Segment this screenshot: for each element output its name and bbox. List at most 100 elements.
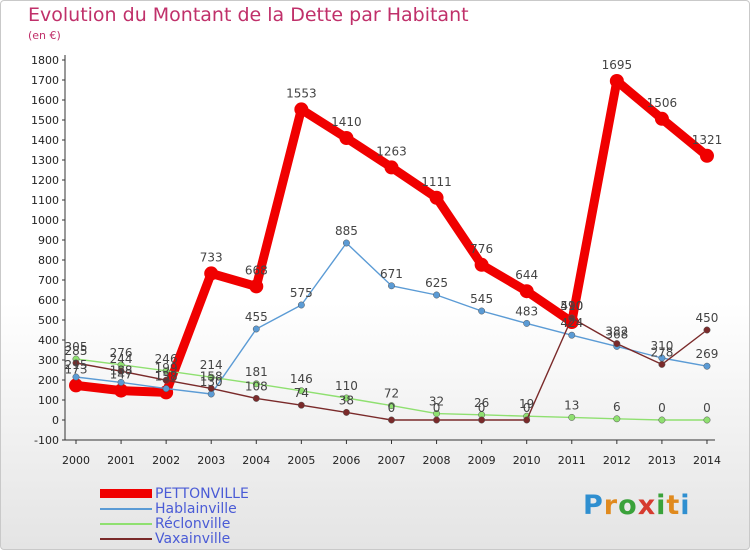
data-point (342, 239, 350, 247)
data-point (72, 373, 80, 381)
data-point (568, 314, 576, 322)
y-tick-label: 100 (38, 394, 59, 407)
data-point (207, 373, 215, 381)
data-label: 1506 (647, 96, 678, 110)
x-tick-label: 2009 (468, 454, 496, 467)
y-tick-label: 1100 (31, 194, 59, 207)
data-point (114, 383, 129, 398)
data-label: 0 (433, 401, 441, 415)
data-label: 215 (65, 358, 88, 372)
data-point (568, 331, 576, 339)
x-tick-label: 2001 (107, 454, 135, 467)
legend-item: Vaxainville (100, 530, 249, 547)
x-tick-label: 2014 (693, 454, 721, 467)
data-label: 138 (155, 369, 178, 383)
data-label: 173 (65, 362, 88, 376)
data-point (658, 360, 666, 368)
data-label: 32 (429, 395, 444, 409)
data-point (207, 384, 215, 392)
data-point (297, 387, 305, 395)
y-tick-label: 200 (38, 374, 59, 387)
data-label: 310 (650, 339, 673, 353)
x-tick-label: 2010 (513, 454, 541, 467)
data-label: 545 (470, 292, 493, 306)
data-point (204, 266, 219, 281)
data-label: 0 (523, 401, 531, 415)
data-label: 305 (65, 340, 88, 354)
data-point (117, 367, 125, 375)
data-point (703, 362, 711, 370)
data-label: 158 (200, 369, 223, 383)
data-label: 214 (200, 358, 223, 372)
data-label: 157 (155, 370, 178, 384)
data-label: 72 (384, 387, 399, 401)
data-label: 74 (294, 386, 309, 400)
data-label: 671 (380, 267, 403, 281)
data-label: 733 (200, 250, 223, 264)
data-label: 575 (290, 286, 313, 300)
data-label: 0 (388, 401, 396, 415)
data-label: 19 (519, 397, 534, 411)
data-label: 885 (335, 224, 358, 238)
legend-swatch (100, 522, 152, 525)
data-point (699, 148, 714, 163)
data-point (388, 282, 395, 290)
data-point (388, 416, 395, 424)
data-point (478, 307, 486, 315)
data-point (658, 416, 666, 424)
y-tick-label: 1800 (31, 54, 59, 67)
data-point (388, 402, 395, 410)
data-label: 276 (110, 346, 133, 360)
legend-swatch (100, 489, 152, 498)
data-label: 146 (290, 372, 313, 386)
data-label: 1410 (331, 115, 362, 129)
data-label: 490 (560, 299, 583, 313)
data-point (568, 413, 576, 421)
data-label: 1263 (376, 144, 407, 158)
legend-swatch (100, 537, 152, 540)
data-point (519, 284, 534, 299)
data-label: 108 (245, 379, 268, 393)
y-tick-label: 400 (38, 334, 59, 347)
data-label: 644 (515, 268, 538, 282)
data-point (162, 376, 170, 384)
chart-title: Evolution du Montant de la Dette par Hab… (28, 4, 469, 26)
y-tick-label: 700 (38, 274, 59, 287)
data-label: 110 (335, 379, 358, 393)
data-label: 483 (515, 304, 538, 318)
x-tick-label: 2003 (197, 454, 225, 467)
data-label: 668 (245, 263, 268, 277)
y-tick-label: 1300 (31, 154, 59, 167)
data-point (433, 416, 441, 424)
x-tick-label: 2011 (558, 454, 586, 467)
chart-legend: PETTONVILLE Hablainville Réclonville Vaxain… (100, 486, 249, 547)
data-label: 246 (155, 352, 178, 366)
x-tick-label: 2013 (648, 454, 676, 467)
data-label: 269 (696, 347, 719, 361)
y-tick-label: 0 (52, 414, 59, 427)
data-point (252, 394, 260, 402)
data-label: 0 (658, 401, 666, 415)
y-tick-label: 1500 (31, 114, 59, 127)
chart-unit-label: (en €) (28, 29, 61, 42)
data-point (384, 160, 399, 175)
data-point (613, 415, 621, 423)
data-label: 278 (650, 345, 673, 359)
data-point (162, 367, 170, 375)
data-label: 188 (110, 363, 133, 377)
data-label: 181 (245, 365, 268, 379)
data-point (69, 378, 83, 393)
y-tick-label: 1600 (31, 94, 59, 107)
data-point (613, 340, 621, 348)
data-label: 424 (560, 316, 583, 330)
data-point (342, 394, 350, 402)
data-label: 1553 (286, 86, 317, 100)
legend-item: Hablainville (100, 501, 249, 517)
data-point (297, 301, 305, 309)
data-point (478, 416, 486, 424)
data-point (252, 325, 260, 333)
legend-label: Vaxainville (155, 530, 231, 547)
x-tick-label: 2012 (603, 454, 631, 467)
data-point (429, 190, 444, 205)
